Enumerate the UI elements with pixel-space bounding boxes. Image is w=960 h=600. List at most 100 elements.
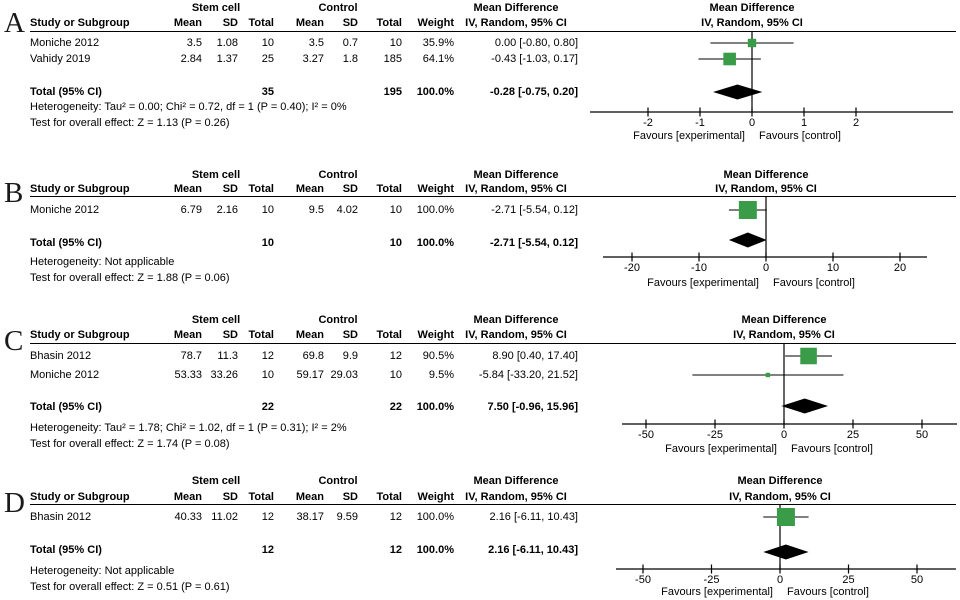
study-value: 38.17	[296, 511, 324, 523]
effect-square	[723, 52, 736, 66]
column-header-8: IV, Random, 95% CI	[465, 329, 567, 341]
study-name: Bhasin 2012	[30, 350, 92, 362]
column-header-6: Total	[376, 183, 402, 195]
study-value: 6.79	[180, 204, 202, 216]
column-header-0: Study or Subgroup	[30, 183, 130, 195]
total-value: 100.0%	[416, 86, 454, 98]
column-header-6: Total	[376, 491, 402, 503]
study-value: 9.59	[336, 511, 358, 523]
total-diamond	[728, 232, 767, 248]
total-value	[274, 85, 324, 99]
study-value: 10	[261, 37, 274, 49]
total-value: 35	[261, 86, 274, 98]
panel-label-b: B	[4, 177, 24, 209]
total-value	[274, 236, 324, 250]
total-row: Total (95% CI) 10 10 100.0% -2.71 [-5.54, 0.…	[30, 236, 578, 250]
study-value: 29.03	[330, 369, 358, 381]
column-header-2: SD	[222, 491, 238, 503]
mean-difference-group-header: Mean Difference	[473, 314, 559, 326]
group-header-row: Stem cell Control Mean Difference	[30, 313, 578, 327]
study-value: 12	[261, 350, 274, 362]
study-value: 40.33	[174, 511, 202, 523]
column-header-7: Weight	[417, 329, 454, 341]
total-value	[324, 400, 358, 414]
favours-left-label: Favours [experimental]	[633, 130, 745, 142]
total-label: Total (95% CI)	[30, 86, 102, 98]
plot-title: Mean Difference	[738, 475, 823, 487]
study-value: 10	[389, 369, 402, 381]
heterogeneity-note: Heterogeneity: Tau² = 0.00; Chi² = 0.72,…	[30, 101, 347, 113]
heterogeneity-note: Heterogeneity: Tau² = 1.78; Chi² = 1.02,…	[30, 422, 347, 434]
study-value: 9.5	[308, 204, 324, 216]
column-header-1: Mean	[173, 17, 202, 29]
axis-tick-label: 0	[749, 117, 755, 129]
study-value: 10	[389, 37, 402, 49]
plot-title: Mean Difference	[742, 314, 827, 326]
study-value: 10	[389, 204, 402, 216]
study-row: Vahidy 2019 2.84 1.37 25 3.27 1.8 185 64.1% -0.4…	[30, 52, 578, 66]
study-value: 185	[383, 53, 402, 65]
column-header-3: Total	[248, 329, 274, 341]
header-underline	[30, 343, 956, 344]
study-value: 69.8	[302, 350, 324, 362]
favours-right-label: Favours [control]	[787, 586, 869, 598]
plot-title: Mean Difference	[710, 2, 795, 14]
heterogeneity-note: Heterogeneity: Not applicable	[30, 256, 175, 268]
total-row: Total (95% CI) 35 195 100.0% -0.28 [-0.75, 0…	[30, 85, 578, 99]
column-header-5: SD	[342, 491, 358, 503]
total-value: 100.0%	[416, 237, 454, 249]
favours-right-label: Favours [control]	[759, 130, 841, 142]
total-label: Total (95% CI)	[30, 544, 102, 556]
total-value	[274, 543, 324, 557]
axis-tick-label: -50	[638, 429, 654, 441]
column-header-8: IV, Random, 95% CI	[465, 17, 567, 29]
study-value: 53.33	[174, 369, 202, 381]
control-group-header: Control	[318, 314, 358, 326]
column-header-3: Total	[248, 183, 274, 195]
forest-plot-area: Mean Difference IV, Random, 95% CI -20 -10 0…	[603, 169, 927, 289]
column-header-4: Mean	[295, 329, 324, 341]
total-value	[274, 400, 324, 414]
favours-right-label: Favours [control]	[773, 277, 855, 289]
forest-plot-area: Mean Difference IV, Random, 95% CI -50 -25 0…	[622, 314, 957, 455]
axis-tick-label: 0	[763, 262, 769, 274]
study-value: 2.84	[180, 53, 202, 65]
study-value: 2.16	[216, 204, 238, 216]
study-row: Bhasin 2012 78.7 11.3 12 69.8 9.9 12 90.5% 8.90 …	[30, 349, 578, 363]
study-value: 3.5	[186, 37, 202, 49]
study-value: 25	[261, 53, 274, 65]
plot-subtitle: IV, Random, 95% CI	[729, 491, 831, 503]
column-header-3: Total	[248, 491, 274, 503]
column-header-8: IV, Random, 95% CI	[465, 491, 567, 503]
axis-tick-label: -50	[635, 574, 651, 586]
axis-tick-label: 2	[853, 117, 859, 129]
study-value: 1.08	[216, 37, 238, 49]
effect-square	[776, 508, 795, 526]
total-value: 12	[389, 544, 402, 556]
study-value: 90.5%	[422, 350, 454, 362]
overall-effect-note: Test for overall effect: Z = 1.13 (P = 0…	[30, 117, 230, 129]
mean-difference-group-header: Mean Difference	[473, 169, 559, 181]
favours-right-label: Favours [control]	[791, 443, 873, 455]
total-diamond	[781, 398, 829, 414]
axis-tick-label: -2	[643, 117, 653, 129]
column-header-7: Weight	[417, 183, 454, 195]
study-value: 0.00 [-0.80, 0.80]	[494, 37, 578, 49]
plot-subtitle: IV, Random, 95% CI	[701, 17, 803, 29]
overall-effect-note: Test for overall effect: Z = 1.74 (P = 0…	[30, 438, 230, 450]
effect-square	[747, 38, 757, 48]
panel-label-c: C	[4, 325, 24, 357]
header-underline	[30, 504, 956, 505]
study-value: 9.9	[342, 350, 358, 362]
study-value: 1.37	[216, 53, 238, 65]
axis-tick-label: 25	[842, 574, 854, 586]
control-group-header: Control	[318, 169, 358, 181]
total-value: 7.50 [-0.96, 15.96]	[487, 401, 578, 413]
total-value: 22	[261, 401, 274, 413]
column-header-5: SD	[342, 183, 358, 195]
forest-plot-area: Mean Difference IV, Random, 95% CI -2 -1 0 1 2…	[590, 2, 953, 142]
total-label: Total (95% CI)	[30, 401, 102, 413]
effect-square	[765, 372, 771, 378]
total-value: 100.0%	[416, 401, 454, 413]
